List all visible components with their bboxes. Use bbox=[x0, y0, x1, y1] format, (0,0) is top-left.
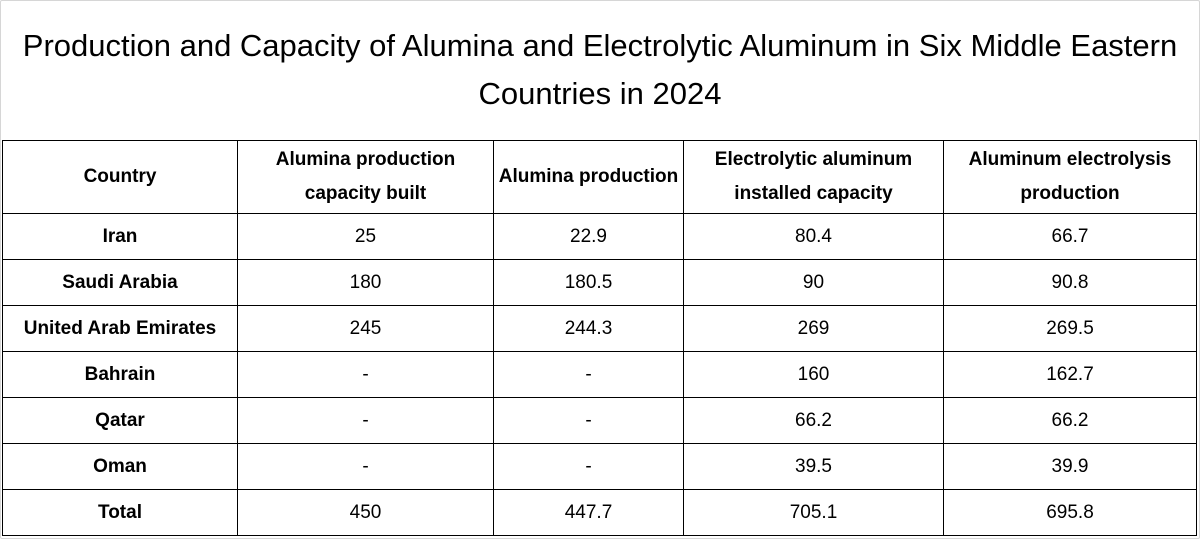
value-cell: 180.5 bbox=[493, 259, 684, 306]
table-row: Oman - -39.5 39.9 bbox=[2, 443, 1197, 490]
value-cell: - bbox=[237, 397, 494, 444]
country-cell: Saudi Arabia bbox=[2, 259, 238, 306]
table-row: Bahrain - -160 162.7 bbox=[2, 351, 1197, 398]
data-table: Country Alumina production capacity buil… bbox=[2, 140, 1197, 536]
value-cell: 695.8 bbox=[943, 489, 1197, 536]
country-cell: Oman bbox=[2, 443, 238, 490]
value-cell: - bbox=[493, 351, 684, 398]
table-row: Iran 25 22.9 80.4 66.7 bbox=[2, 213, 1197, 260]
value-cell: 160 bbox=[683, 351, 944, 398]
value-cell: 39.9 bbox=[943, 443, 1197, 490]
header-row: Country Alumina production capacity buil… bbox=[2, 140, 1197, 214]
table-body: Iran 25 22.9 80.4 66.7 Saudi Arabia 180 180.5 90… bbox=[2, 213, 1197, 536]
table-row: Total 450 447.7 705.1 695.8 bbox=[2, 489, 1197, 536]
value-cell: - bbox=[493, 397, 684, 444]
column-header: Country bbox=[2, 140, 238, 214]
value-cell: 80.4 bbox=[683, 213, 944, 260]
value-cell: 269.5 bbox=[943, 305, 1197, 352]
value-cell: 25 bbox=[237, 213, 494, 260]
table-row: United Arab Emirates 245 244.3 269 269.5 bbox=[2, 305, 1197, 352]
country-cell: Total bbox=[2, 489, 238, 536]
value-cell: - bbox=[237, 351, 494, 398]
value-cell: - bbox=[493, 443, 684, 490]
value-cell: 450 bbox=[237, 489, 494, 536]
value-cell: 244.3 bbox=[493, 305, 684, 352]
value-cell: 39.5 bbox=[683, 443, 944, 490]
table-row: Qatar - -66.2 66.2 bbox=[2, 397, 1197, 444]
value-cell: 66.2 bbox=[943, 397, 1197, 444]
country-cell: United Arab Emirates bbox=[2, 305, 238, 352]
column-header: Electrolytic aluminum installed capacity bbox=[683, 140, 944, 214]
value-cell: 66.7 bbox=[943, 213, 1197, 260]
table-row: Saudi Arabia 180 180.5 90 90.8 bbox=[2, 259, 1197, 306]
value-cell: 180 bbox=[237, 259, 494, 306]
value-cell: - bbox=[237, 443, 494, 490]
value-cell: 90 bbox=[683, 259, 944, 306]
value-cell: 162.7 bbox=[943, 351, 1197, 398]
value-cell: 269 bbox=[683, 305, 944, 352]
country-cell: Qatar bbox=[2, 397, 238, 444]
value-cell: 90.8 bbox=[943, 259, 1197, 306]
value-cell: 66.2 bbox=[683, 397, 944, 444]
value-cell: 705.1 bbox=[683, 489, 944, 536]
column-header: Alumina production bbox=[493, 140, 684, 214]
column-header: Alumina production capacity built bbox=[237, 140, 494, 214]
country-cell: Bahrain bbox=[2, 351, 238, 398]
table-title: Production and Capacity of Alumina and E… bbox=[22, 28, 1178, 111]
column-header: Aluminum electrolysis production bbox=[943, 140, 1197, 214]
value-cell: 447.7 bbox=[493, 489, 684, 536]
country-cell: Iran bbox=[2, 213, 238, 260]
value-cell: 22.9 bbox=[493, 213, 684, 260]
value-cell: 245 bbox=[237, 305, 494, 352]
